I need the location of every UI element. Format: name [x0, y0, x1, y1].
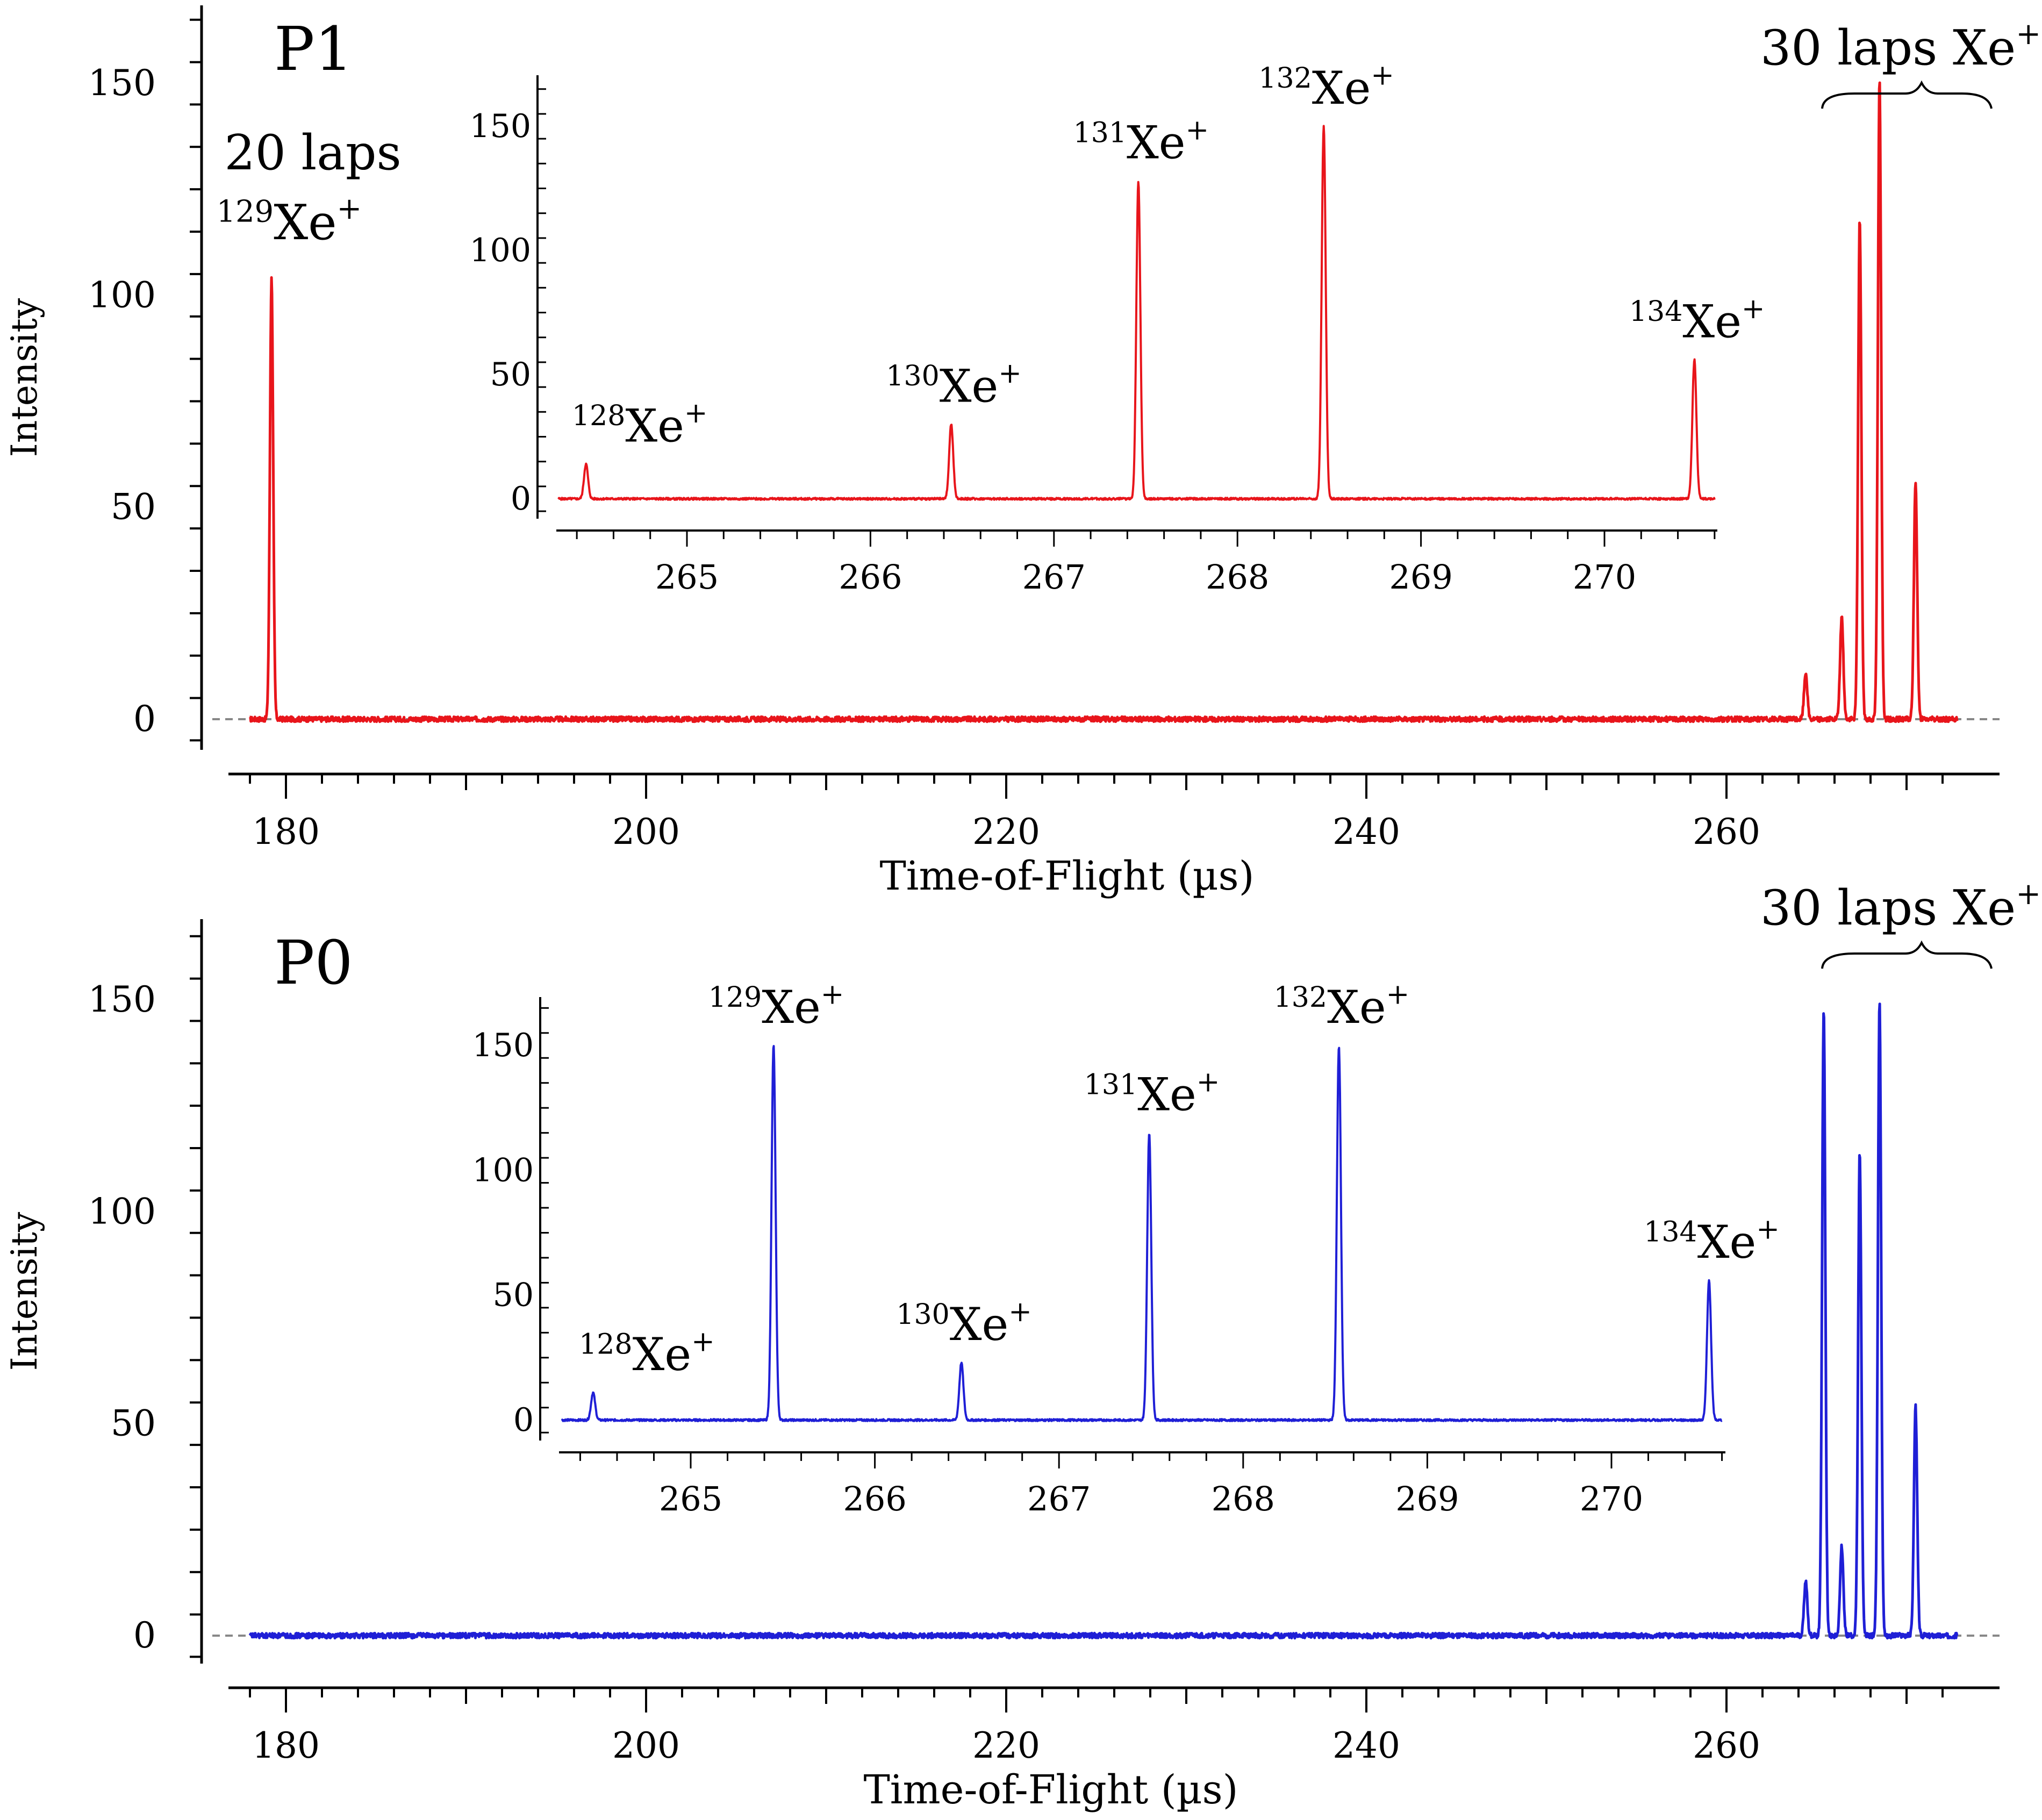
inset-peak-label-128: 128Xe+ [579, 1326, 715, 1381]
x-tick-label: 180 [252, 1725, 320, 1766]
annotation-20-laps: 20 laps [224, 125, 401, 181]
panel-label: P1 [274, 15, 353, 84]
annotation-30-laps: 30 laps Xe+ [1760, 877, 2041, 936]
inset-spectrum-line [561, 1045, 1723, 1422]
inset-spectrum-line [557, 125, 1716, 501]
inset-y-tick-label: 0 [513, 1401, 534, 1439]
inset-y-tick-label: 150 [472, 1027, 534, 1064]
y-axis-label: Intensity [4, 298, 45, 457]
y-tick-label: 100 [88, 274, 156, 316]
x-tick-label: 200 [612, 1725, 680, 1766]
y-tick-label: 150 [88, 979, 156, 1020]
inset-x-tick-label: 266 [839, 557, 902, 597]
inset-x-tick-label: 268 [1206, 557, 1269, 597]
inset-peak-label-132: 132Xe+ [1274, 979, 1410, 1034]
panel-p0: 0 50 100 150 Intensity 180 200 220 240 260 Time-of… [4, 877, 2041, 1813]
y-tick-label: 0 [133, 698, 156, 740]
x-tick-label: 240 [1332, 811, 1400, 852]
inset-peak-label-131: 131Xe+ [1073, 114, 1209, 169]
inset-x-tick-label: 270 [1573, 557, 1636, 597]
inset-x-tick-label: 266 [843, 1479, 906, 1518]
inset-peak-label-132: 132Xe+ [1258, 60, 1394, 114]
x-tick-label: 220 [972, 1725, 1040, 1766]
x-tick-label: 200 [612, 811, 680, 852]
inset-peak-label-130: 130Xe+ [896, 1296, 1032, 1351]
annotation-129xe: 129Xe+ [217, 191, 362, 251]
spectrum-line [249, 81, 1959, 723]
curly-brace [1821, 940, 1993, 969]
panel-label: P0 [274, 928, 353, 998]
y-tick-label: 0 [133, 1615, 156, 1656]
inset-y-tick-label: 150 [469, 108, 531, 145]
inset-peak-label-130: 130Xe+ [886, 357, 1022, 412]
x-tick-label: 240 [1332, 1725, 1400, 1766]
inset-y-tick-label: 100 [469, 232, 531, 269]
inset-y-tick-label: 50 [490, 356, 531, 393]
y-tick-label: 50 [111, 486, 156, 528]
inset-peak-label-134: 134Xe+ [1644, 1214, 1780, 1269]
inset-x-tick-label: 268 [1212, 1479, 1275, 1518]
annotation-30-laps: 30 laps Xe+ [1760, 17, 2041, 76]
inset-p0: 0 50 100 150 265 266 267 268 269 270 128Xe+ 129Xe+ 1… [472, 979, 1779, 1518]
inset-x-tick-label: 267 [1027, 1479, 1091, 1518]
inset-x-tick-label: 265 [655, 557, 719, 597]
inset-peak-label-134: 134Xe+ [1629, 293, 1765, 348]
panel-p1: 0 50 100 150 Intensity 180 200 220 240 260 Time-of… [4, 5, 2041, 899]
inset-x-tick-label: 270 [1580, 1479, 1643, 1518]
x-tick-label: 180 [252, 811, 320, 852]
x-tick-label: 260 [1693, 811, 1760, 852]
inset-peak-label-131: 131Xe+ [1084, 1066, 1220, 1121]
inset-x-tick-label: 265 [659, 1479, 722, 1518]
inset-peak-label-129: 129Xe+ [708, 979, 844, 1034]
x-axis-label: Time-of-Flight (µs) [879, 853, 1254, 899]
x-tick-label: 260 [1693, 1725, 1760, 1766]
inset-x-tick-label: 267 [1022, 557, 1086, 597]
inset-p1: 0 50 100 150 265 266 267 268 269 270 128Xe+ 130Xe+ 1… [469, 60, 1765, 597]
inset-x-tick-label: 269 [1389, 557, 1452, 597]
inset-y-tick-label: 50 [493, 1277, 534, 1314]
x-axis-label: Time-of-Flight (µs) [863, 1767, 1238, 1813]
y-axis-label: Intensity [4, 1212, 45, 1371]
y-tick-label: 150 [88, 62, 156, 104]
x-tick-label: 220 [972, 811, 1040, 852]
spectrum-line [248, 1002, 1959, 1640]
y-tick-label: 100 [88, 1191, 156, 1232]
inset-y-tick-label: 0 [511, 480, 531, 518]
curly-brace [1821, 80, 1993, 109]
inset-x-tick-label: 269 [1395, 1479, 1459, 1518]
inset-y-tick-label: 100 [472, 1151, 534, 1189]
inset-peak-label-128: 128Xe+ [572, 397, 708, 452]
y-tick-label: 50 [111, 1403, 156, 1444]
